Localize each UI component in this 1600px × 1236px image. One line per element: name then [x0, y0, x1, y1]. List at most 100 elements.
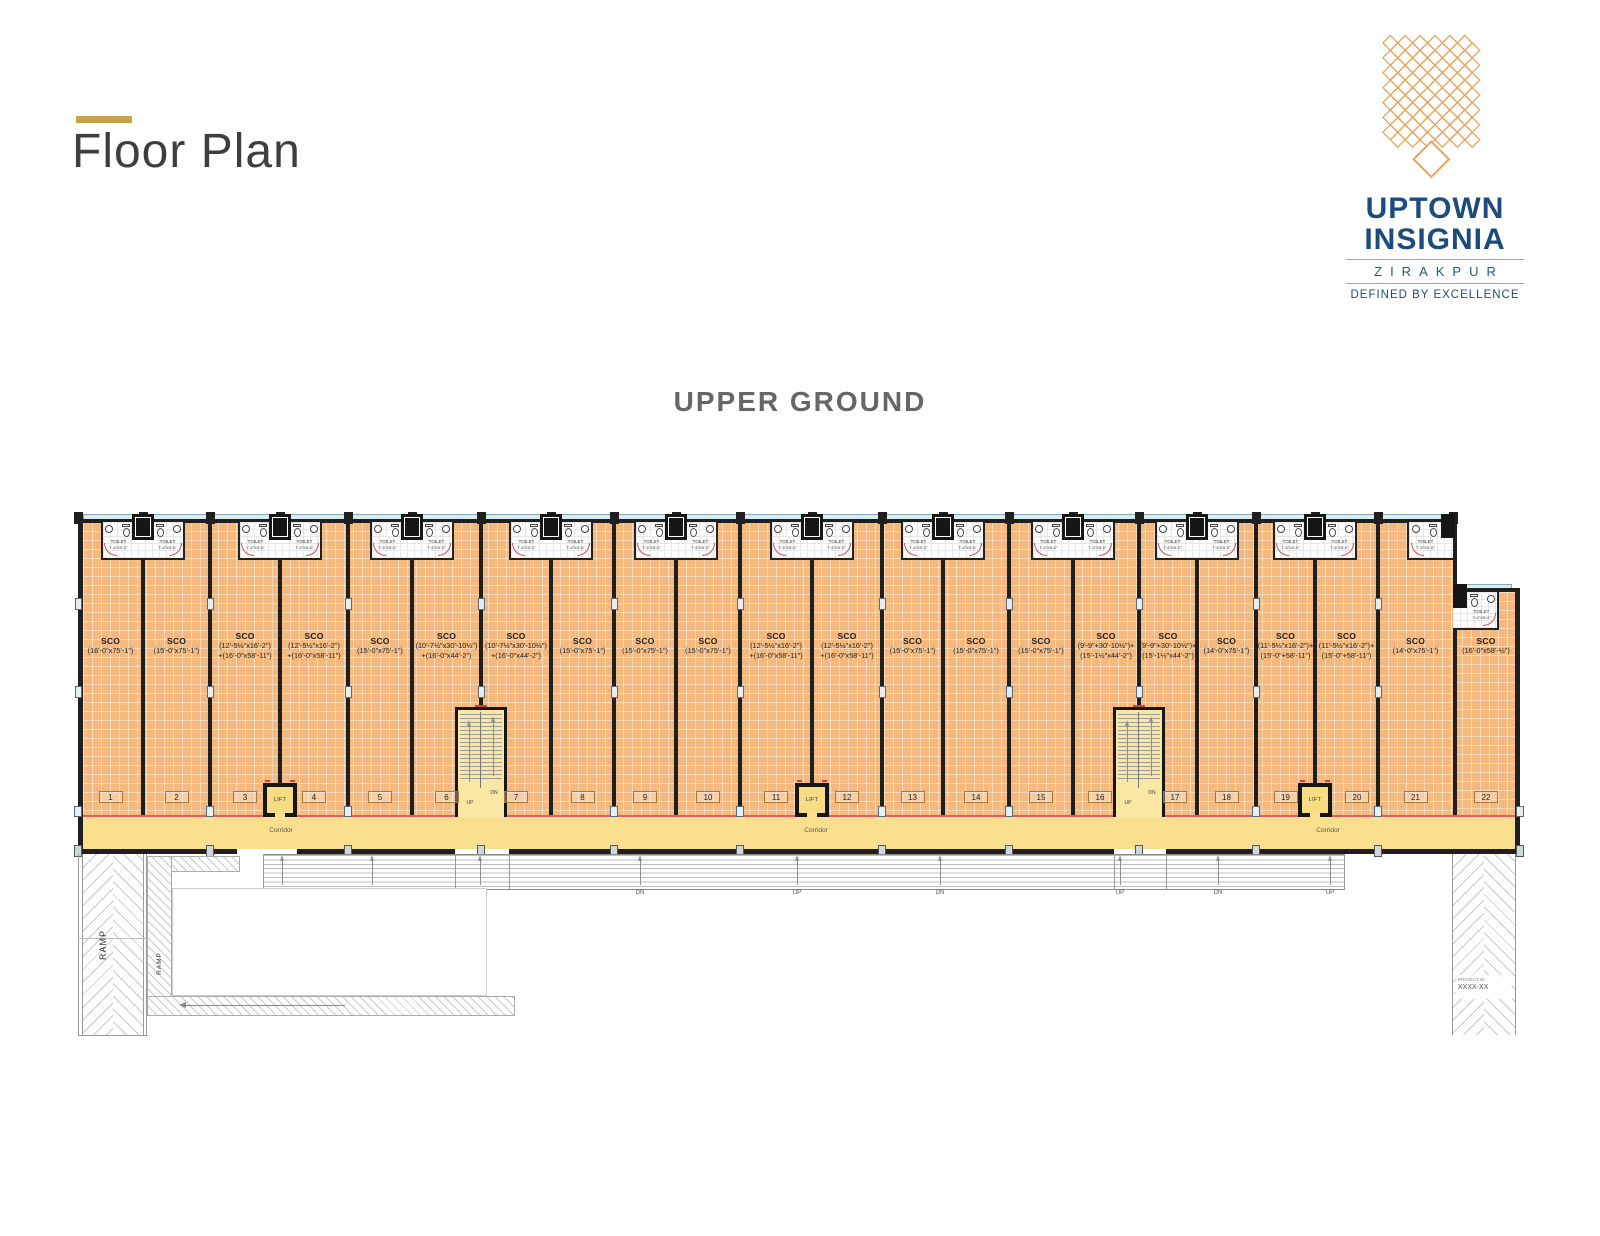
toilet-block: TOILET 7'-6"X5'-0" TOILET 7'-6"X5'-0": [770, 514, 854, 560]
ramp-left-wall: [146, 854, 147, 1035]
unit-type: SCO: [436, 631, 457, 642]
lift-marker: [822, 780, 827, 782]
unit-label: SCO (16'-0"x58'-½"): [1458, 602, 1514, 690]
duct-shaft: [1304, 514, 1326, 540]
ramp-left: [113, 854, 143, 1035]
stair-dn-label: DN: [1148, 790, 1156, 796]
toilet-label-size: 7'-6"X5'-0": [909, 544, 928, 550]
unit-dims: (12'-5½"x16'-2"): [750, 641, 802, 651]
wall-post: [206, 512, 215, 524]
lift-marker: [1300, 780, 1305, 782]
wall-post: [477, 512, 486, 524]
wall-post: [344, 512, 353, 524]
basin-icon: [242, 525, 250, 533]
toilet-label-size: 7'-6"X5'-0": [691, 544, 710, 550]
stair-arrow: [493, 720, 494, 776]
step-arrow: [1330, 859, 1331, 885]
wc-icon: [1429, 524, 1437, 527]
wall: [612, 522, 616, 815]
wc-icon: [564, 528, 572, 537]
toilet-label-size: 7'-6"X5'-0": [958, 544, 977, 550]
wall-post: [1136, 686, 1143, 698]
ramp-left: [83, 854, 113, 1035]
ramp-left-wall: [143, 854, 144, 1035]
unit-dims: (15'-0"x75'-1"): [153, 646, 200, 656]
toilet-label-name: TOILET: [1213, 539, 1230, 544]
step-arrow-label: UP: [1115, 890, 1125, 896]
toilet-label: TOILET 7'-6"X5'-0": [373, 539, 402, 557]
wall: [78, 849, 237, 854]
stair-arrow: [1127, 724, 1128, 782]
basin-icon: [374, 525, 382, 533]
toilet-label: TOILET 7'-6"X5'-0": [1034, 539, 1063, 557]
toilet-label-name: TOILET: [247, 539, 264, 544]
toilet-label: TOILET 7'-6"X5'-0": [290, 539, 319, 557]
unit-type: SCO: [100, 636, 121, 647]
toilet-label-size: 7'-6"X5'-0": [517, 544, 536, 550]
wall: [1254, 522, 1258, 815]
door-gap: [1278, 556, 1287, 558]
unit-dims: (15'-0"x75'-1"): [889, 646, 936, 656]
ramp-label: RAMP: [155, 951, 163, 975]
wall-post: [1253, 686, 1260, 698]
wall: [479, 522, 483, 815]
logo-word-uptown: UPTOWN: [1365, 192, 1505, 225]
duct-shaft: [1453, 584, 1467, 608]
duct-shaft: [1186, 514, 1208, 540]
unit-number-badge: 9: [633, 791, 657, 803]
unit-dims: +(16'-0"x58'-11"): [749, 651, 803, 660]
wall: [941, 522, 945, 815]
unit-dims: (12'-5½"x16'-2"): [288, 641, 340, 651]
step-arrow: [372, 859, 373, 885]
wall: [880, 522, 884, 815]
unit-label: SCO (12'-5½"x16'-2") +(16'-0"x58'-11"): [281, 602, 347, 690]
wall: [297, 849, 455, 854]
unit-number-badge: 15: [1029, 791, 1053, 803]
step-arrow-head: [280, 855, 284, 861]
ramp-left-wall: [82, 854, 83, 1035]
unit-dims: +(16'-0"x44'-2"): [491, 651, 541, 660]
door-gap: [440, 556, 449, 558]
ramp-right: [1453, 854, 1484, 1035]
toilet-label-name: TOILET: [779, 539, 796, 544]
wall-post: [1253, 598, 1260, 610]
lift-marker: [290, 780, 295, 782]
step-arrow-head: [478, 855, 482, 861]
basin-icon: [1035, 525, 1043, 533]
unit-dims: (15'-0"x75'-1"): [559, 646, 606, 656]
stair-arrow-head: [1148, 716, 1153, 722]
unit-number-badge: 17: [1163, 791, 1187, 803]
wall-post: [206, 806, 214, 817]
steps-divider: [1166, 854, 1167, 890]
ramp-right: [1484, 854, 1515, 1035]
toilet-label: TOILET 7'-6"X5'-0": [561, 539, 590, 557]
wall-post: [1136, 598, 1143, 610]
door-gap: [840, 556, 849, 558]
toilet-label-size: 7'-6"X5'-0": [827, 544, 846, 550]
toilet-label-name: TOILET: [910, 539, 927, 544]
toilet-label-name: TOILET: [1473, 609, 1490, 614]
unit-number-badge: 13: [900, 791, 925, 803]
unit-dims: (15'-1½"x44'-2"): [1080, 651, 1132, 660]
stair-dn-label: DN: [490, 790, 498, 796]
toilet-label-size: 7'-6"X5'-0": [642, 544, 661, 550]
wc-icon: [1294, 524, 1302, 527]
wall: [1007, 522, 1011, 815]
wall-post: [1375, 686, 1382, 698]
wc-icon: [1176, 524, 1184, 527]
wall-post: [1252, 512, 1261, 524]
toilet-block: TOILET 7'-6"X5'-0" TOILET 7'-6"X5'-0": [101, 514, 185, 560]
unit-label: SCO (12'-5½"x16'-2") +(16'-0"x58'-11"): [813, 602, 881, 690]
door-gap: [106, 556, 115, 558]
wc-icon: [259, 524, 267, 527]
duct-shaft: [132, 514, 154, 540]
toilet-label: TOILET 7'-6"X5'-0": [1467, 609, 1496, 627]
toilet-label-size: 7'-6"X5'-0": [109, 544, 128, 550]
unit-label: SCO (12'-5½"x16'-2") +(16'-0"x58'-11"): [741, 602, 811, 690]
logo-tagline: DEFINED BY EXCELLENCE: [1350, 289, 1520, 301]
unit-type: SCO: [902, 636, 923, 647]
wall-post: [1374, 512, 1383, 524]
unit-number-badge: 14: [964, 791, 988, 803]
basin-icon: [513, 525, 521, 533]
unit-type: SCO: [166, 636, 187, 647]
